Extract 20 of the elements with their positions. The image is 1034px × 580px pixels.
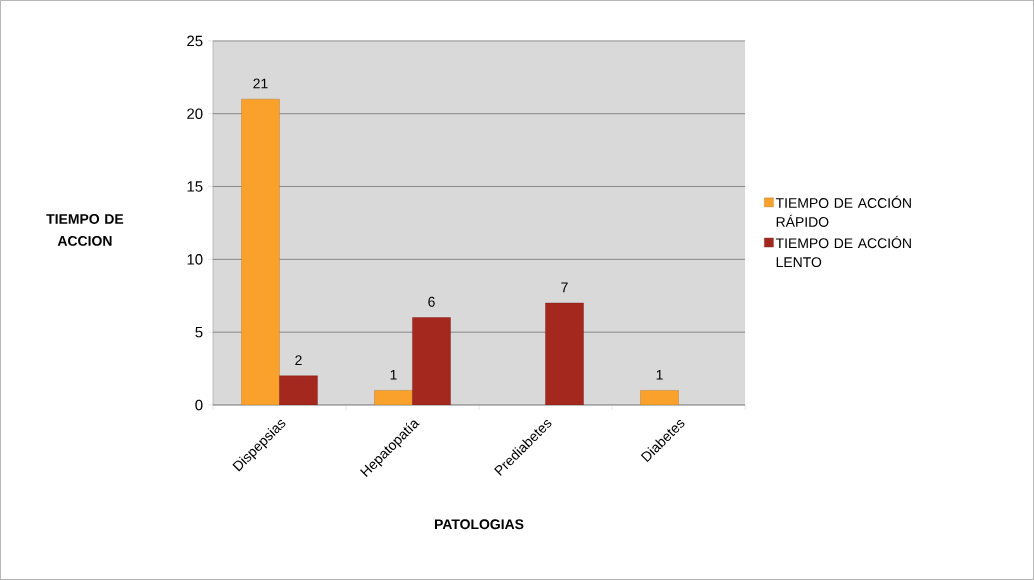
x-axis-title: PATOLOGIAS [434,519,524,530]
legend-label: TIEMPO DE ACCIÓN LENTO [775,235,911,268]
bar [241,99,280,406]
data-label: 7 [561,282,568,293]
y-tick-label: 10 [187,254,203,265]
y-tick-label: 25 [187,35,203,47]
bar [412,317,451,406]
y-tick-label: 0 [195,399,203,411]
y-tick-label: 5 [195,326,203,338]
data-label: 21 [253,78,268,89]
data-label: 2 [295,355,302,366]
y-tick-label: 15 [187,181,203,192]
bar [279,375,318,406]
bar [545,302,584,406]
data-label: 1 [390,370,397,380]
data-label: 1 [656,370,663,380]
legend-label: TIEMPO DE ACCIÓN RÁPIDO [775,195,911,227]
y-tick-label: 20 [187,108,203,120]
data-label: 6 [428,296,435,307]
y-axis-title: TIEMPO DE ACCION [46,214,124,246]
